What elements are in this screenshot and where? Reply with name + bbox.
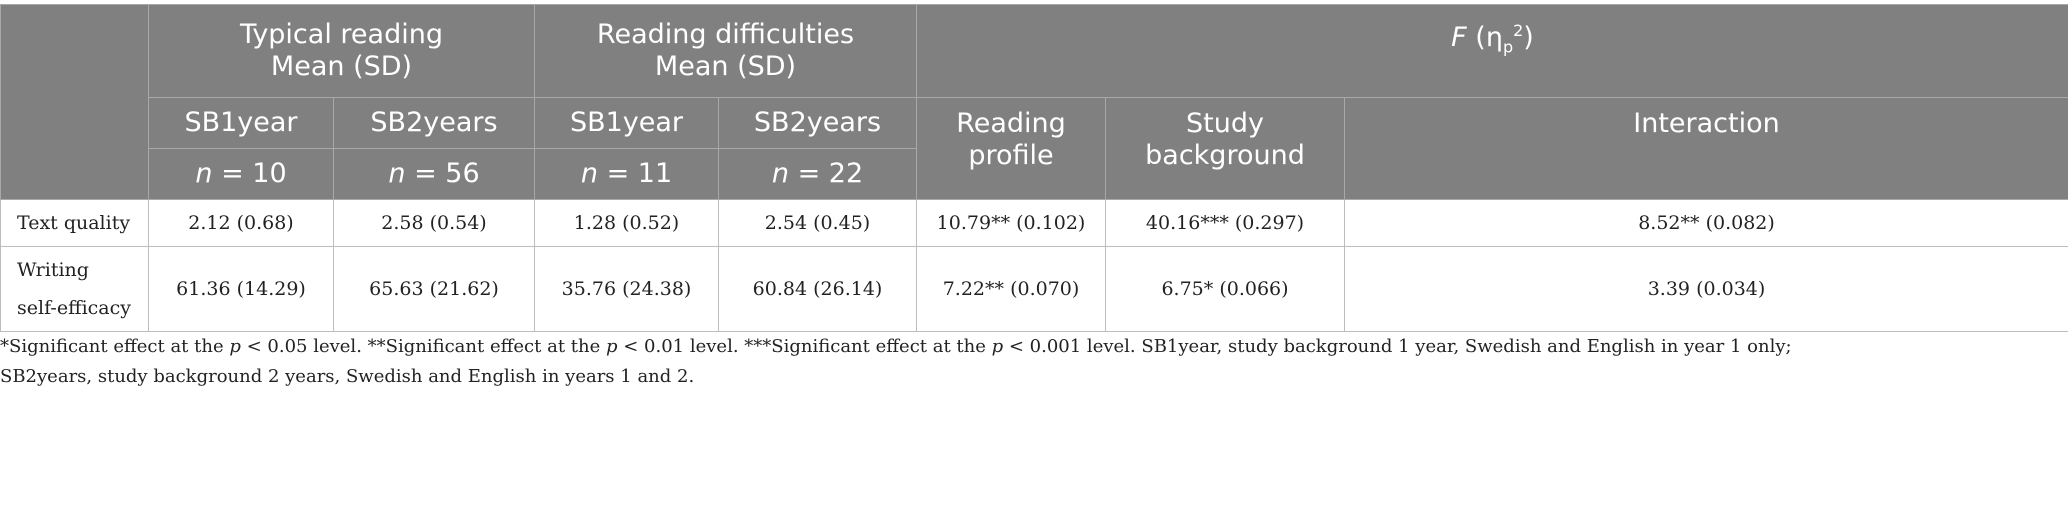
table-cell: 60.84 (26.14) bbox=[718, 246, 917, 332]
table-cell: 40.16*** (0.297) bbox=[1105, 199, 1345, 247]
table-row: Writing self-efficacy 61.36 (14.29) 65.6… bbox=[0, 246, 2068, 332]
table-cell: 61.36 (14.29) bbox=[148, 246, 334, 332]
table-cell: 8.52** (0.082) bbox=[1344, 199, 2068, 247]
table-cell: 2.58 (0.54) bbox=[333, 199, 535, 247]
results-table: Typical reading Mean (SD) Reading diffic… bbox=[0, 4, 2068, 332]
header-typical-reading: Typical reading Mean (SD) bbox=[148, 4, 535, 98]
header-n-difficulties-sb1: n = 11 bbox=[534, 148, 719, 200]
row-label-writing-self-efficacy: Writing self-efficacy bbox=[0, 246, 149, 332]
header-f-statistic: F (ηp2) bbox=[916, 4, 2068, 98]
header-interaction: Interaction bbox=[1344, 97, 2068, 200]
header-row-groups: Typical reading Mean (SD) Reading diffic… bbox=[0, 4, 2068, 200]
table-cell: 10.79** (0.102) bbox=[916, 199, 1106, 247]
header-study-background: Study background bbox=[1105, 97, 1345, 200]
table-footnote: *Significant effect at the p < 0.05 leve… bbox=[0, 332, 2060, 392]
header-reading-profile: Reading profile bbox=[916, 97, 1106, 200]
row-label-text-quality: Text quality bbox=[0, 199, 149, 247]
table-cell: 6.75* (0.066) bbox=[1105, 246, 1345, 332]
header-sb2-typical: SB2years bbox=[333, 97, 535, 149]
table-cell: 7.22** (0.070) bbox=[916, 246, 1106, 332]
header-reading-difficulties: Reading difficulties Mean (SD) bbox=[534, 4, 917, 98]
footnote-line-1: *Significant effect at the p < 0.05 leve… bbox=[0, 336, 1792, 357]
table-cell: 2.12 (0.68) bbox=[148, 199, 334, 247]
table-cell: 35.76 (24.38) bbox=[534, 246, 719, 332]
header-row-n: n = 10 n = 56 n = 11 n = 22 bbox=[1, 148, 2068, 200]
table-row: Text quality 2.12 (0.68) 2.58 (0.54) 1.2… bbox=[0, 199, 2068, 247]
table-cell: 2.54 (0.45) bbox=[718, 199, 917, 247]
footnote-line-2: SB2years, study background 2 years, Swed… bbox=[0, 366, 695, 387]
header-n-typical-sb2: n = 56 bbox=[333, 148, 535, 200]
table-cell: 1.28 (0.52) bbox=[534, 199, 719, 247]
header-sb1-typical: SB1year bbox=[148, 97, 334, 149]
header-n-difficulties-sb2: n = 22 bbox=[718, 148, 917, 200]
results-table-container: Typical reading Mean (SD) Reading diffic… bbox=[0, 4, 2068, 332]
table-cell: 65.63 (21.62) bbox=[333, 246, 535, 332]
header-sb1-difficulties: SB1year bbox=[534, 97, 719, 149]
header-stub bbox=[0, 4, 149, 200]
table-cell: 3.39 (0.034) bbox=[1344, 246, 2068, 332]
header-sb2-difficulties: SB2years bbox=[718, 97, 917, 149]
header-n-typical-sb1: n = 10 bbox=[148, 148, 334, 200]
header-row-subgroups: SB1year SB2years SB1year SB2years Readin… bbox=[1, 97, 2068, 200]
